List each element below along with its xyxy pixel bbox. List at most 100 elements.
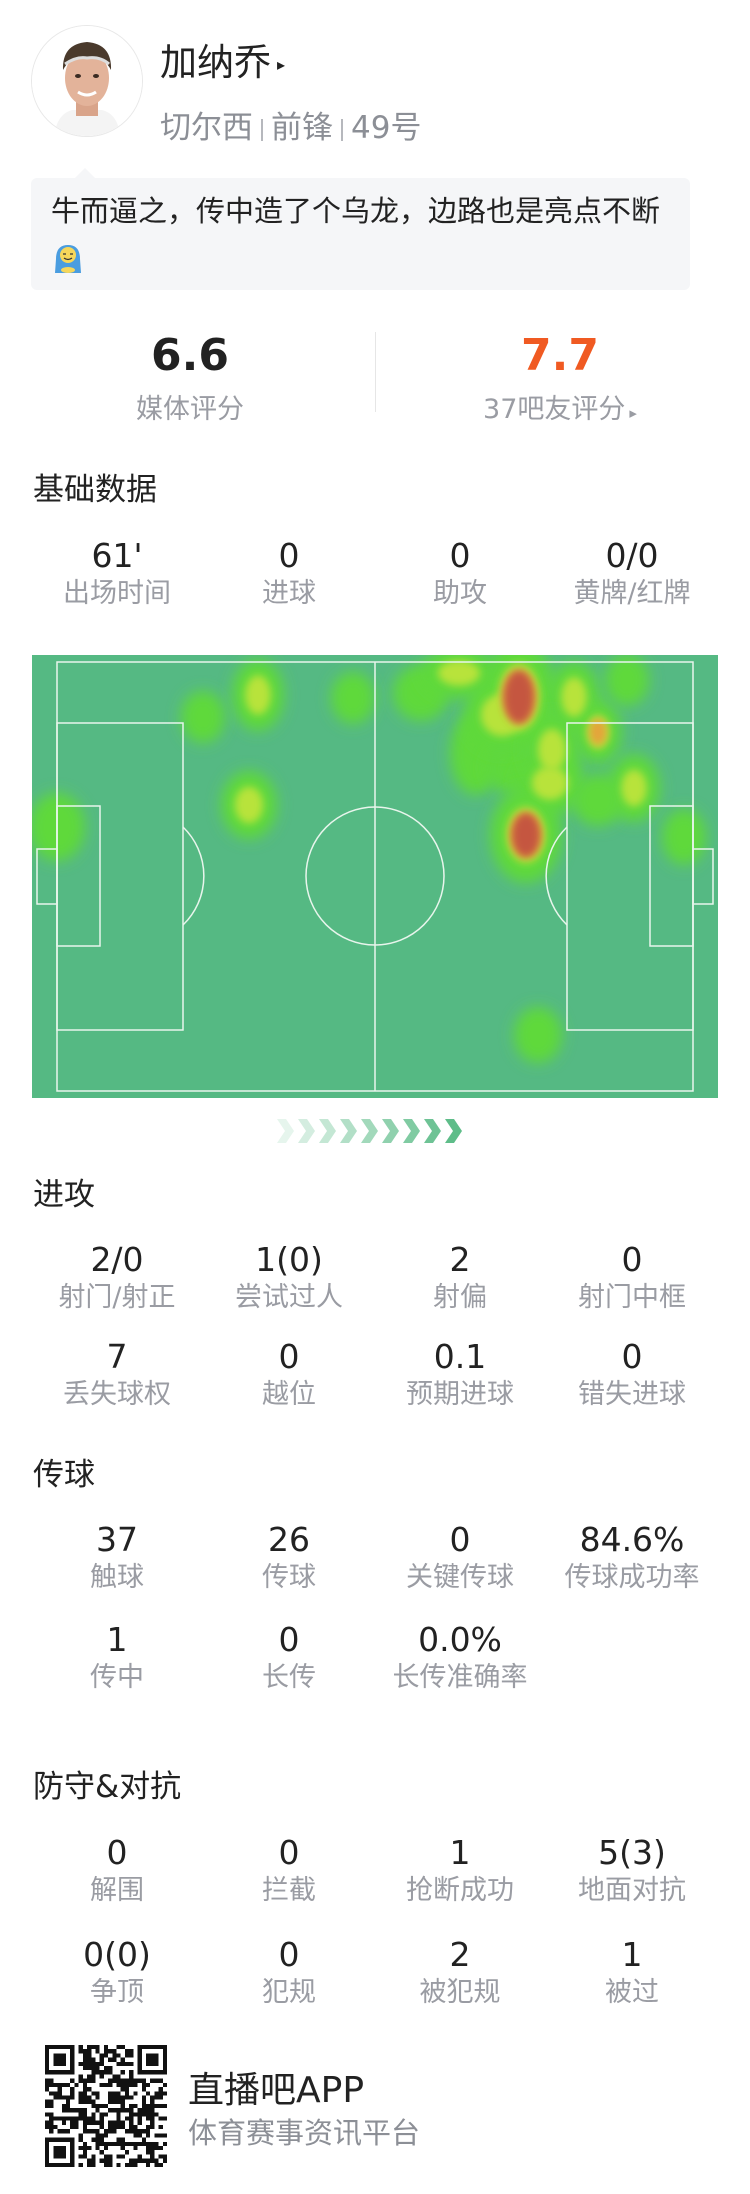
stat-value: 0 (278, 1833, 300, 1872)
player-info: 切尔西 前锋 49号 (160, 106, 421, 150)
stat-item: 0 助攻 (374, 536, 546, 612)
media-rating-label: 媒体评分 (136, 394, 244, 425)
player-number: 49号 (351, 110, 422, 146)
app-name: 直播吧APP (188, 2070, 365, 2111)
stat-label: 出场时间 (63, 578, 171, 609)
stat-item: 0 解围 (31, 1833, 203, 1909)
stat-item: 1(0) 尝试过人 (203, 1240, 375, 1316)
heat-spot (572, 774, 624, 826)
chevron-right-icon: ▸ (277, 54, 286, 74)
left-goal (36, 848, 58, 905)
stat-value: 1 (621, 1935, 643, 1974)
stat-value: 0 (449, 536, 471, 575)
heat-spot (561, 677, 587, 717)
heat-spot (662, 809, 706, 865)
attack-direction-arrows (277, 1116, 477, 1150)
heat-spot (605, 654, 649, 706)
stat-label: 射偏 (433, 1282, 487, 1313)
stat-label: 黄牌/红牌 (573, 578, 691, 609)
chevron (298, 1119, 315, 1143)
stat-label: 解围 (90, 1875, 144, 1906)
stat-label: 被犯规 (419, 1977, 501, 2008)
chevron-right-icon: ▸ (629, 404, 637, 422)
heat-spot (504, 670, 534, 724)
stat-item: 1 传中 (31, 1620, 203, 1696)
stat-label: 争顶 (90, 1977, 144, 2008)
stat-item: 0/0 黄牌/红牌 (546, 536, 718, 612)
stat-label: 传球成功率 (564, 1562, 700, 1593)
stat-item: 37 触球 (31, 1520, 203, 1596)
stat-item: 84.6% 传球成功率 (546, 1520, 718, 1596)
stat-item: 0 越位 (203, 1337, 375, 1413)
stat-label: 长传准确率 (392, 1662, 528, 1693)
right-goal (692, 848, 714, 905)
stat-item: 0.0% 长传准确率 (374, 1620, 546, 1696)
stat-value: 0 (621, 1337, 643, 1376)
stat-value: 0 (278, 1337, 300, 1376)
chevron (445, 1119, 462, 1143)
right-penalty-arc (545, 826, 568, 926)
stat-value: 0 (278, 1620, 300, 1659)
comment-text: 牛而逼之，传中造了个乌龙，边路也是亮点不断 (51, 194, 661, 228)
player-photo-icon (32, 26, 142, 136)
center-circle (305, 806, 445, 946)
stat-value: 26 (268, 1520, 310, 1559)
comment-bubble: 牛而逼之，传中造了个乌龙，边路也是亮点不断 (31, 168, 690, 290)
stat-value: 2/0 (90, 1240, 144, 1279)
stat-item: 2 被犯规 (374, 1935, 546, 2011)
stat-label: 丢失球权 (63, 1379, 171, 1410)
section-title-defense: 防守&对抗 (33, 1769, 182, 1805)
stat-value: 0 (278, 1935, 300, 1974)
stat-item: 61' 出场时间 (31, 536, 203, 612)
rating-divider (375, 332, 376, 412)
heat-spot (512, 813, 540, 857)
stat-label: 地面对抗 (578, 1875, 686, 1906)
stat-item: 7 丢失球权 (31, 1337, 203, 1413)
stat-label: 抢断成功 (406, 1875, 514, 1906)
stat-value: 0 (449, 1520, 471, 1559)
heat-spot (589, 718, 607, 746)
player-name: 加纳乔 (160, 41, 271, 84)
app-tagline: 体育赛事资讯平台 (188, 2116, 421, 2150)
stat-label: 预期进球 (406, 1379, 514, 1410)
stat-item: 0 关键传球 (374, 1520, 546, 1596)
stat-label: 传球 (262, 1562, 316, 1593)
stat-item: 0 犯规 (203, 1935, 375, 2011)
heat-spot (438, 660, 480, 686)
heatmap (29, 641, 718, 1098)
separator (261, 118, 263, 141)
stat-item: 0 进球 (203, 536, 375, 612)
heat-spot (514, 1007, 562, 1063)
stat-value: 1(0) (255, 1240, 323, 1279)
stat-value: 0 (621, 1240, 643, 1279)
section-title-basic: 基础数据 (33, 472, 157, 508)
stat-item: 0.1 预期进球 (374, 1337, 546, 1413)
player-name-link[interactable]: 加纳乔 ▸ (160, 38, 285, 90)
pitch-lines (36, 661, 714, 1092)
heat-spot (181, 691, 225, 743)
stat-value: 2 (449, 1935, 471, 1974)
stat-label: 传中 (90, 1662, 144, 1693)
stat-item: 0 拦截 (203, 1833, 375, 1909)
fan-rating[interactable]: 7.7 37吧友评分 ▸ (410, 328, 710, 433)
heat-spot (538, 729, 566, 771)
stat-value: 1 (449, 1833, 471, 1872)
stat-value: 84.6% (579, 1520, 685, 1559)
stat-value: 0/0 (605, 536, 659, 575)
stat-value: 7 (106, 1337, 128, 1376)
heat-spot (531, 766, 569, 800)
stat-label: 进球 (262, 578, 316, 609)
stat-value: 61' (91, 536, 143, 575)
stat-label: 错失进球 (578, 1379, 686, 1410)
heat-spot (245, 675, 271, 715)
stat-item: 5(3) 地面对抗 (546, 1833, 718, 1909)
chevron (424, 1119, 441, 1143)
stat-value: 5(3) (598, 1833, 666, 1872)
stat-value: 0.1 (433, 1337, 487, 1376)
stat-label: 触球 (90, 1562, 144, 1593)
player-avatar[interactable] (31, 25, 143, 137)
stat-label: 射门/射正 (58, 1282, 176, 1313)
player-club: 切尔西 (160, 110, 253, 146)
stat-item: 1 被过 (546, 1935, 718, 2011)
fan-rating-value: 7.7 (521, 330, 599, 381)
